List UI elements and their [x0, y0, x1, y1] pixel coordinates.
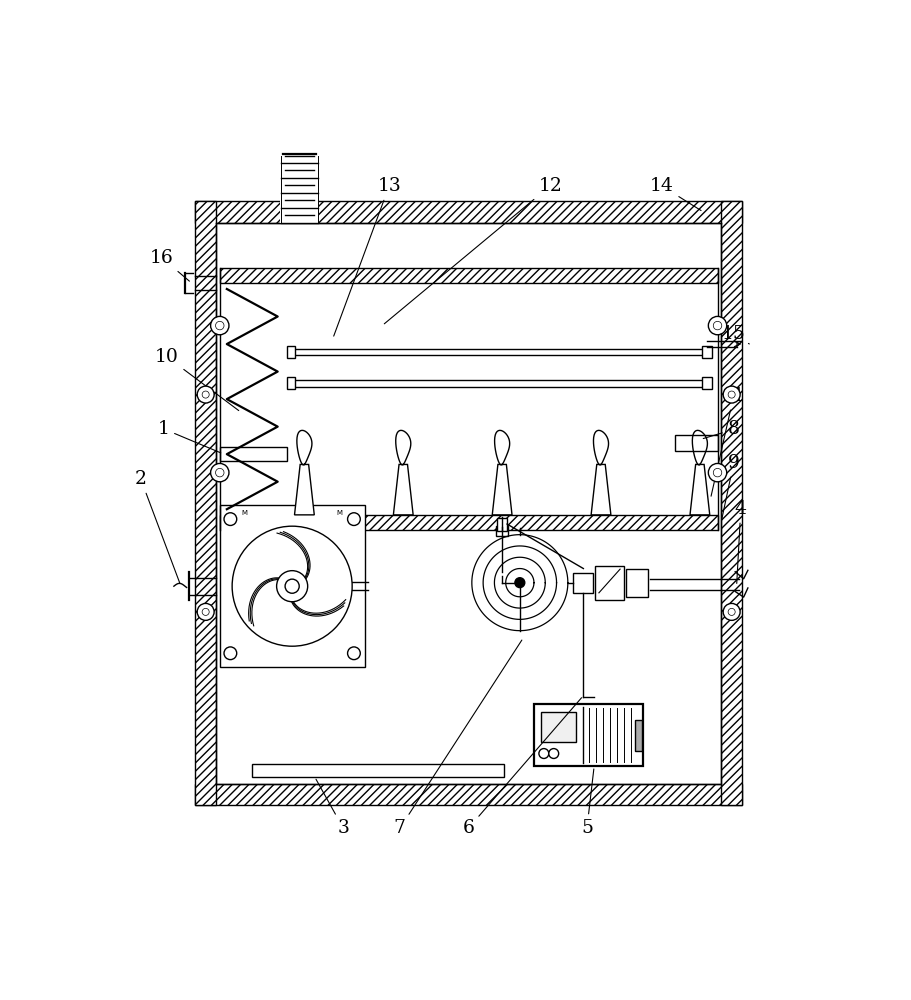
Text: 1: 1	[158, 420, 220, 453]
Circle shape	[202, 608, 210, 615]
Text: 17: 17	[0, 999, 1, 1000]
Circle shape	[348, 513, 360, 525]
Text: 3: 3	[316, 779, 349, 837]
Bar	[195, 784, 742, 805]
Text: 13: 13	[333, 177, 401, 336]
Circle shape	[210, 463, 229, 482]
Circle shape	[210, 316, 229, 335]
Bar	[195, 201, 742, 223]
Bar	[541, 712, 577, 742]
Circle shape	[723, 603, 740, 620]
Bar	[675, 435, 718, 451]
Circle shape	[723, 386, 740, 403]
Bar	[722, 201, 742, 805]
Text: 10: 10	[155, 348, 239, 411]
Circle shape	[202, 391, 210, 398]
Text: 14: 14	[650, 177, 701, 211]
Polygon shape	[591, 464, 611, 515]
Bar	[220, 268, 718, 283]
Circle shape	[277, 571, 308, 602]
Circle shape	[216, 468, 224, 477]
Bar	[596, 566, 624, 600]
Bar	[220, 515, 718, 530]
Circle shape	[232, 526, 353, 646]
Circle shape	[548, 749, 558, 758]
Polygon shape	[690, 464, 710, 515]
Bar	[195, 784, 742, 805]
Text: 2: 2	[135, 470, 180, 584]
Circle shape	[224, 513, 237, 525]
Text: 8: 8	[703, 420, 740, 439]
Bar	[251, 764, 504, 777]
Text: 4: 4	[735, 500, 747, 583]
Bar	[195, 201, 216, 805]
Bar	[280, 200, 320, 223]
Bar	[220, 515, 718, 530]
Bar	[220, 447, 287, 461]
Bar	[195, 201, 216, 805]
Circle shape	[709, 316, 727, 335]
Text: 5: 5	[581, 769, 594, 837]
Circle shape	[713, 468, 722, 477]
Bar	[287, 346, 295, 358]
Text: M: M	[241, 510, 248, 516]
Text: 9: 9	[722, 454, 740, 520]
Text: 6: 6	[463, 698, 581, 837]
Bar	[702, 377, 711, 389]
Polygon shape	[294, 464, 314, 515]
Bar	[496, 526, 507, 536]
Bar	[635, 720, 642, 751]
Circle shape	[224, 647, 237, 660]
Bar	[497, 518, 507, 531]
Circle shape	[709, 463, 727, 482]
Bar	[291, 380, 707, 387]
Circle shape	[728, 608, 735, 615]
Bar	[291, 349, 707, 355]
Circle shape	[348, 647, 360, 660]
Bar	[722, 201, 742, 805]
Bar	[220, 268, 718, 283]
Bar	[220, 505, 364, 667]
Bar	[574, 573, 593, 593]
Text: 11: 11	[711, 387, 745, 496]
Bar	[287, 377, 295, 389]
Text: 12: 12	[384, 177, 562, 324]
Text: M: M	[337, 510, 343, 516]
Circle shape	[728, 391, 735, 398]
Text: 16: 16	[150, 249, 189, 281]
Circle shape	[539, 749, 548, 758]
Circle shape	[216, 321, 224, 330]
Bar	[195, 201, 742, 223]
Polygon shape	[394, 464, 414, 515]
Circle shape	[285, 579, 299, 593]
Text: 7: 7	[394, 640, 522, 837]
Polygon shape	[492, 464, 512, 515]
Bar	[534, 704, 643, 766]
Circle shape	[713, 321, 722, 330]
Bar	[702, 346, 711, 358]
Text: 15: 15	[722, 325, 749, 344]
Circle shape	[515, 578, 525, 588]
Circle shape	[197, 603, 214, 620]
Bar	[626, 569, 649, 597]
Circle shape	[197, 386, 214, 403]
